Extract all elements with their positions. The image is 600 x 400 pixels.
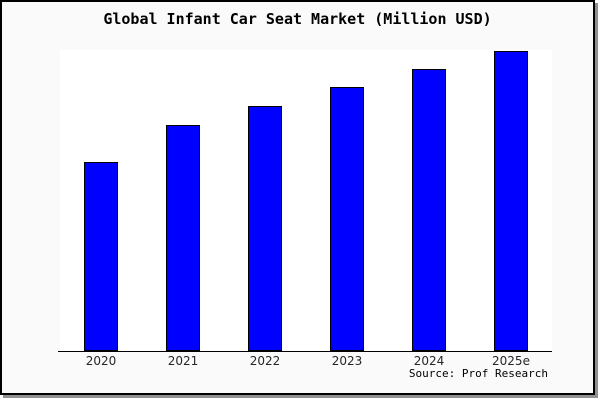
x-tick-label-2023: 2023 — [331, 354, 363, 368]
bar-2023 — [330, 87, 364, 351]
x-tick-label-2021: 2021 — [167, 354, 199, 368]
source-attribution: Source: Prof Research — [408, 367, 548, 380]
bar-2020 — [84, 162, 118, 351]
chart-frame: Global Infant Car Seat Market (Million U… — [0, 0, 595, 395]
x-tick-label-2022: 2022 — [249, 354, 281, 368]
bar-2022 — [248, 106, 282, 351]
x-tick-label-2024: 2024 — [413, 354, 445, 368]
x-axis-line — [58, 351, 552, 352]
chart-title: Global Infant Car Seat Market (Million U… — [103, 10, 492, 28]
x-tick-label-2025e: 2025e — [492, 354, 530, 368]
bar-2021 — [166, 125, 200, 351]
bar-2025e — [494, 51, 528, 351]
bar-2024 — [412, 69, 446, 351]
plot-area — [60, 50, 552, 351]
x-tick-label-2020: 2020 — [85, 354, 117, 368]
